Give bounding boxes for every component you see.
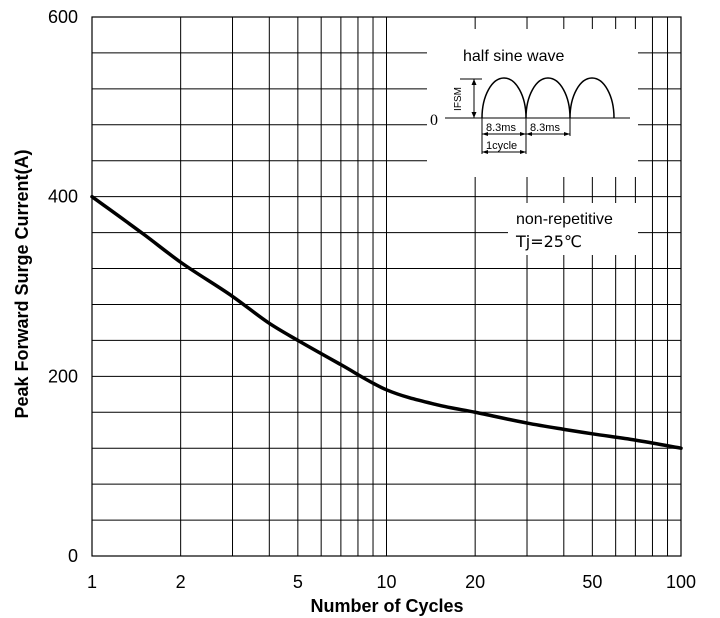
plot-frame (91, 16, 682, 557)
half-sine-waveform (481, 77, 615, 119)
y-tick-label: 200 (48, 366, 78, 386)
x-tick-label: 1 (87, 572, 97, 592)
period-arrow-1-left (482, 132, 488, 136)
period-arrow-2-left (526, 132, 532, 136)
condition-temperature: Tj=25℃ (515, 232, 582, 251)
period-arrow-2-right (564, 132, 570, 136)
period-label-2: 8.3ms (530, 122, 560, 134)
y-axis-label: Peak Forward Surge Current(A) (12, 149, 32, 418)
x-tick-label: 100 (666, 572, 696, 592)
tick-labels: 1 2 5 10 20 50 100 0 200 400 600 (48, 7, 696, 592)
cycle-label: 1cycle (486, 140, 517, 152)
inset-background (427, 29, 638, 177)
x-tick-label: 10 (376, 572, 396, 592)
waveform-zero-label: 0 (430, 112, 438, 129)
condition-non-repetitive: non-repetitive (516, 211, 613, 228)
cycle-arrow-right (520, 150, 526, 154)
cycle-arrow-left (482, 150, 488, 154)
waveform-inset: half sine wave 0 IFSM 8.3ms 8.3ms 1cycle (427, 29, 638, 177)
y-tick-label: 600 (48, 7, 78, 27)
period-arrow-1-right (520, 132, 526, 136)
x-tick-label: 50 (582, 572, 602, 592)
x-axis-label: Number of Cycles (310, 596, 463, 616)
period-label-1: 8.3ms (486, 122, 516, 134)
y-tick-label: 0 (68, 546, 78, 566)
waveform-title: half sine wave (463, 48, 564, 65)
x-tick-label: 20 (465, 572, 485, 592)
ifsm-label: IFSM (453, 87, 464, 111)
ifsm-arrow-top (471, 79, 477, 85)
conditions-background (508, 203, 638, 255)
y-tick-label: 400 (48, 187, 78, 207)
ifsm-arrow-bottom (471, 112, 477, 118)
series-line-surge-current (90, 194, 683, 450)
x-tick-label: 5 (293, 572, 303, 592)
x-tick-label: 2 (176, 572, 186, 592)
